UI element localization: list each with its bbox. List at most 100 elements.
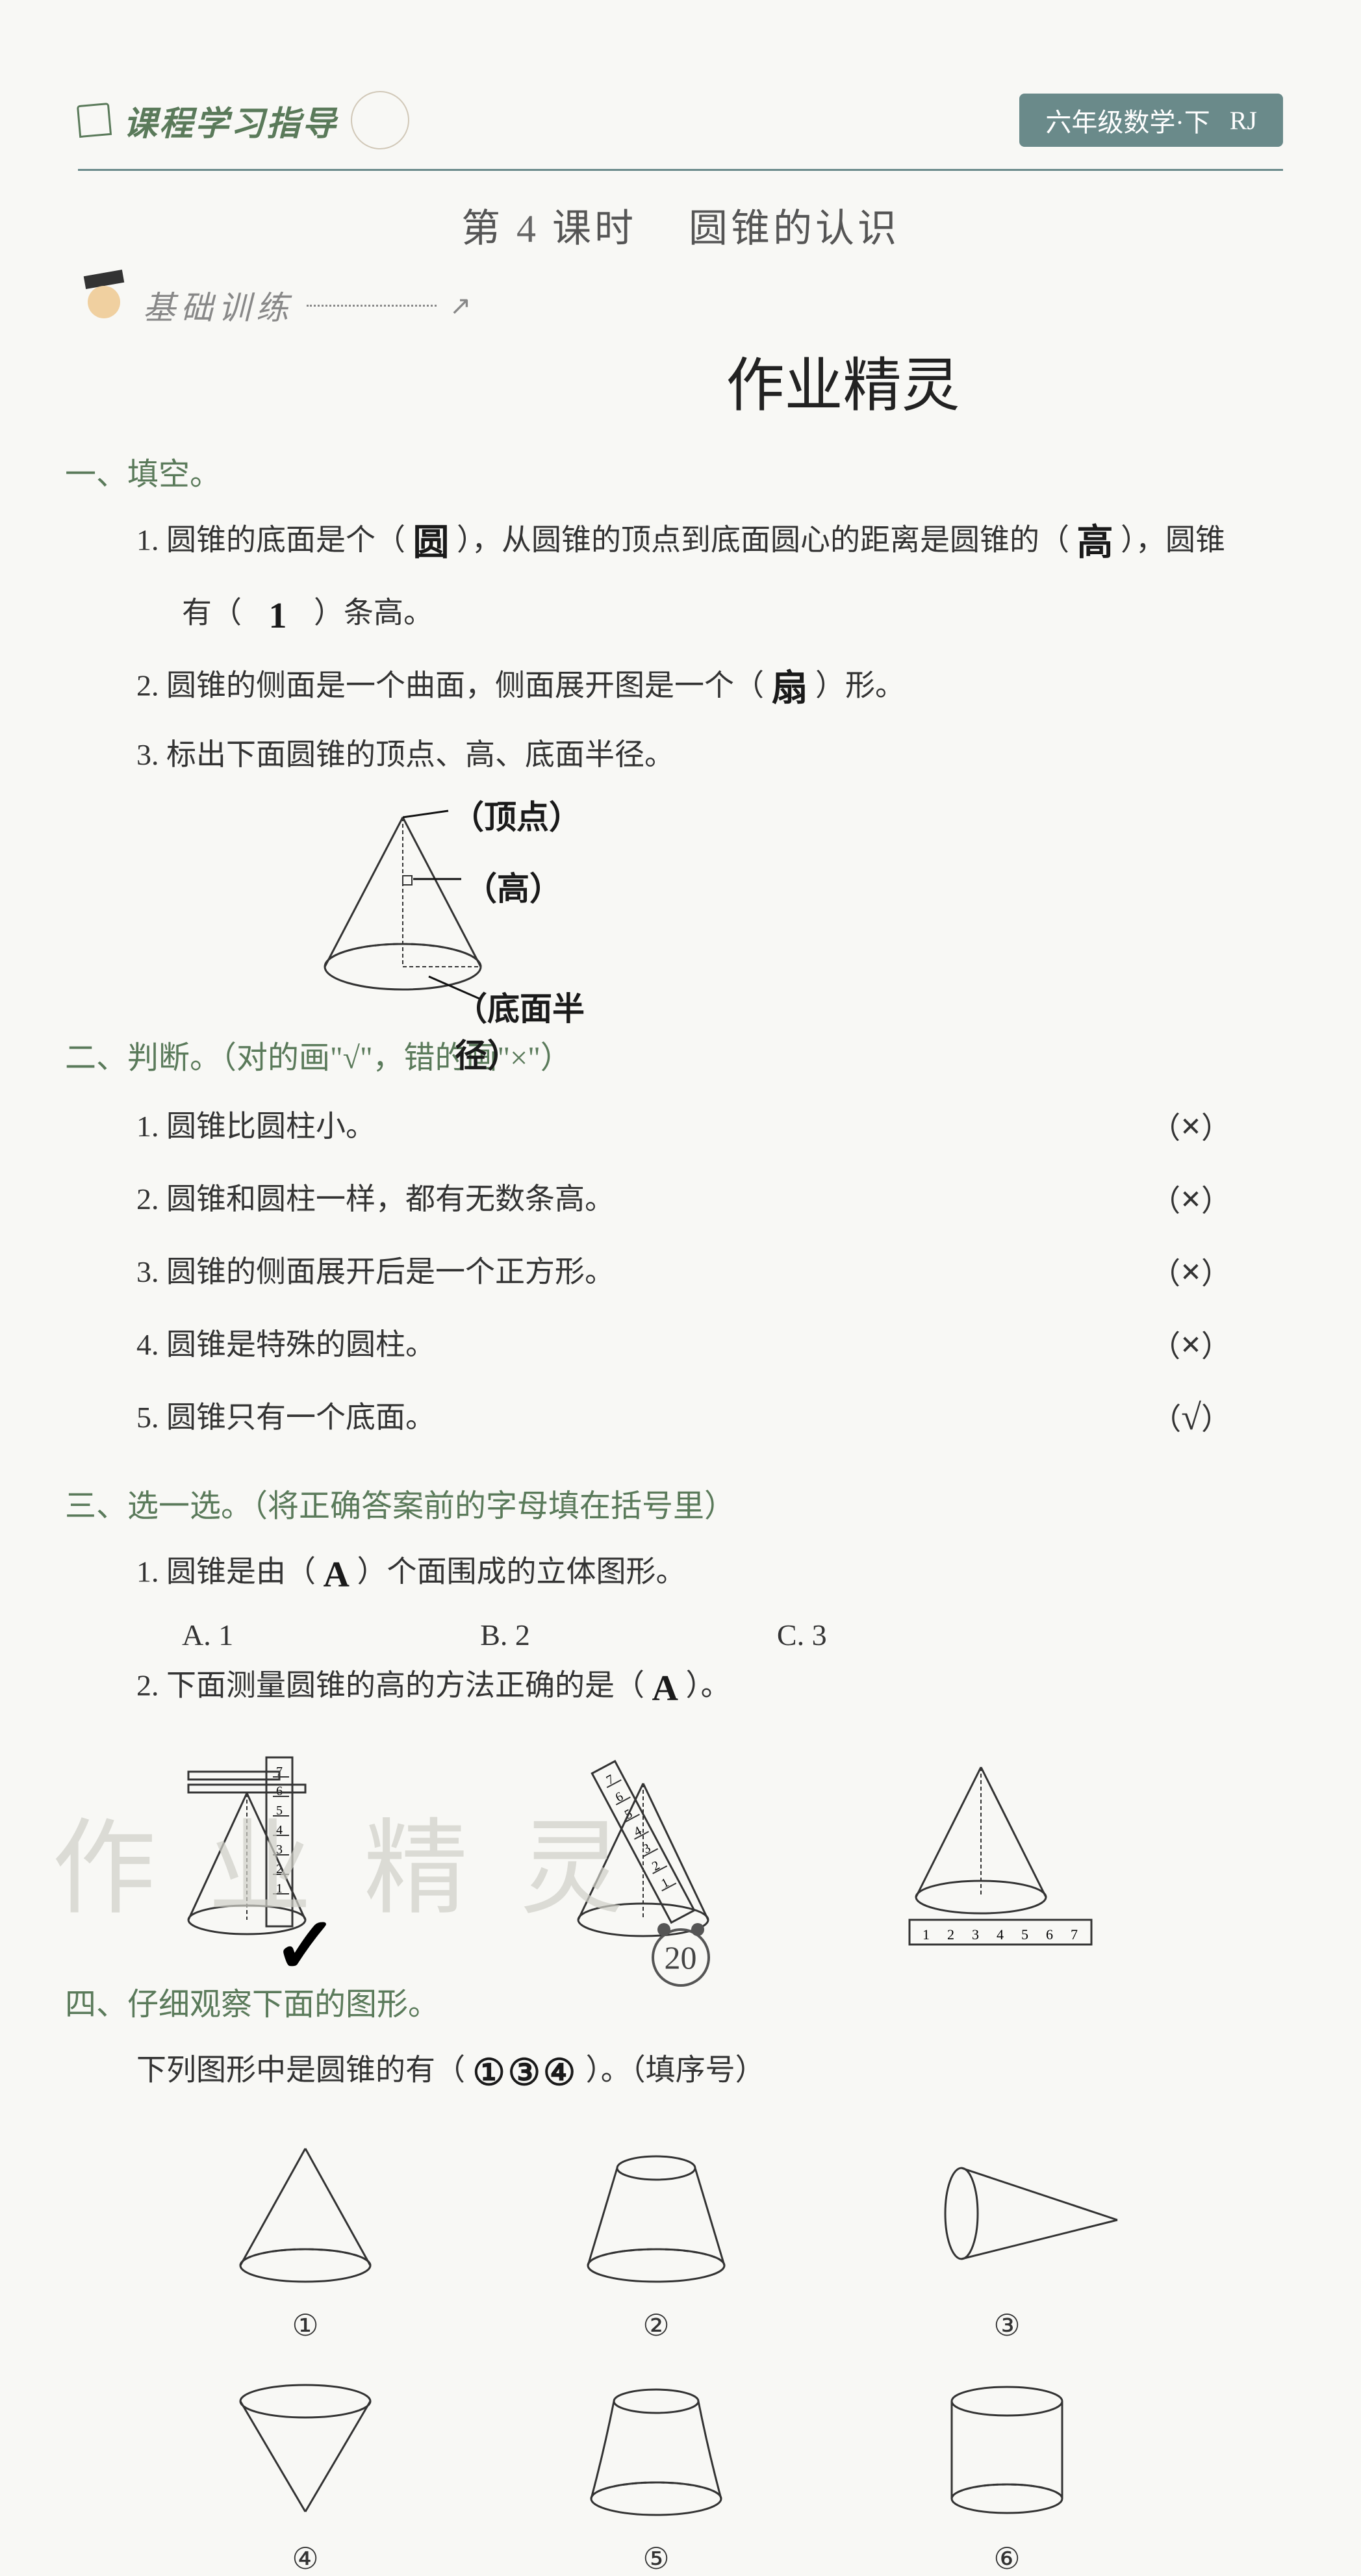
- lesson-unit: 课时: [552, 207, 637, 250]
- content-area: 一、填空。 1. 圆锥的底面是个（ 圆 ），从圆锥的顶点到底面圆心的距离是圆锥的…: [0, 448, 1361, 2576]
- svg-text:3: 3: [972, 1926, 979, 1943]
- lesson-title: 第 4 课时 圆锥的认识: [0, 197, 1361, 253]
- sec2-item-3: 3. 圆锥的侧面展开后是一个正方形。 （×）: [136, 1236, 1257, 1308]
- judge-ans-4: （×）: [1151, 1308, 1231, 1381]
- sec1-heading: 一、填空。: [65, 448, 1257, 494]
- q1-text5: ）条高。: [314, 596, 433, 630]
- label-5: ⑤: [572, 2541, 741, 2576]
- header-left: 课程学习指导: [78, 91, 409, 149]
- svg-text:2: 2: [650, 1858, 662, 1874]
- measure-a: 7 6 5 4 3 2 1 ✓: [182, 1744, 429, 1952]
- svg-text:3: 3: [276, 1843, 283, 1857]
- q3-2-text2: ）。: [685, 1669, 730, 1702]
- judge-text-5: 5. 圆锥只有一个底面。: [136, 1388, 435, 1447]
- judge-ans-5: （√）: [1151, 1381, 1231, 1454]
- sec3-heading: 三、选一选。（将正确答案前的字母填在括号里）: [65, 1480, 1257, 1525]
- svg-text:6: 6: [276, 1784, 283, 1798]
- svg-text:1: 1: [922, 1926, 930, 1943]
- shape-5: ⑤: [572, 2375, 741, 2576]
- label-3: ③: [922, 2308, 1091, 2343]
- sec2-item-5: 5. 圆锥只有一个底面。 （√）: [136, 1381, 1257, 1454]
- watermark-center: 作业精灵: [325, 338, 1361, 422]
- shape-1: ①: [221, 2142, 390, 2343]
- q2-text1: 2. 圆锥的侧面是一个曲面，侧面展开图是一个（: [136, 669, 764, 702]
- shape-4: ④: [221, 2375, 390, 2576]
- sec3-q1: 1. 圆锥是由（ A ）个面围成的立体图形。: [136, 1538, 1257, 1611]
- choice-b: B. 2: [480, 1618, 530, 1652]
- label-2: ②: [572, 2308, 741, 2343]
- measure-c: 12 3 4 5 6 7: [858, 1744, 1104, 1952]
- checkmark-icon: ✓: [273, 1901, 338, 1991]
- stamp-icon: [344, 84, 416, 156]
- q3-2-text1: 2. 下面测量圆锥的高的方法正确的是（: [136, 1669, 644, 1702]
- judge-ans-3: （×）: [1151, 1236, 1231, 1308]
- shape-6: ⑥: [922, 2375, 1091, 2576]
- q1-ans2: 高: [1077, 507, 1113, 580]
- svg-text:7: 7: [1071, 1926, 1078, 1943]
- basic-section-header: 基础训练 ↗: [78, 273, 1283, 338]
- judge-text-4: 4. 圆锥是特殊的圆柱。: [136, 1315, 435, 1375]
- measure-diagrams: 7 6 5 4 3 2 1 ✓ 7 6: [182, 1744, 1257, 1952]
- q1-text1: 1. 圆锥的底面是个（: [136, 524, 405, 557]
- page-header: 课程学习指导 六年级数学·下 RJ: [0, 0, 1361, 162]
- shape-2: ②: [572, 2142, 741, 2343]
- q1-text2: ），从圆锥的顶点到底面圆心的距离是圆锥的（: [457, 524, 1069, 557]
- q2-ans: 扇: [772, 652, 808, 725]
- svg-text:6: 6: [613, 1789, 626, 1805]
- header-title: 课程学习指导: [123, 96, 338, 145]
- svg-text:6: 6: [1046, 1926, 1053, 1943]
- shapes-row-1: ① ② ③: [221, 2142, 1257, 2343]
- label-6: ⑥: [922, 2541, 1091, 2576]
- label-1: ①: [221, 2308, 390, 2343]
- q1-ans3: 1: [249, 580, 307, 652]
- q3-1-ans: A: [324, 1538, 350, 1611]
- svg-text:4: 4: [631, 1824, 644, 1839]
- sec1-q3: 3. 标出下面圆锥的顶点、高、底面半径。: [136, 725, 1257, 785]
- sec4-ans: ①③④: [473, 2037, 579, 2110]
- shapes-row-2: ④ ⑤ ⑥: [221, 2375, 1257, 2576]
- q1-ans1: 圆: [413, 507, 450, 580]
- svg-text:5: 5: [1021, 1926, 1028, 1943]
- teacher-icon: [78, 273, 130, 338]
- sec2-heading: 二、判断。（对的画"√"，错的画"×"）: [65, 1032, 1257, 1077]
- svg-text:2: 2: [947, 1926, 954, 1943]
- choice-c: C. 3: [777, 1618, 827, 1652]
- svg-text:1: 1: [276, 1881, 283, 1896]
- lesson-prefix: 第: [461, 207, 503, 250]
- radius-label: （底面半径）: [455, 983, 624, 1077]
- judge-text-2: 2. 圆锥和圆柱一样，都有无数条高。: [136, 1169, 615, 1229]
- svg-text:4: 4: [276, 1823, 283, 1837]
- sec2-item-2: 2. 圆锥和圆柱一样，都有无数条高。 （×）: [136, 1163, 1257, 1236]
- svg-text:4: 4: [997, 1926, 1004, 1943]
- svg-text:1: 1: [659, 1876, 671, 1891]
- q1-text3: ），圆锥: [1121, 524, 1225, 557]
- sec4-text2: ）。（填序号）: [586, 2054, 765, 2087]
- q3-2-ans: A: [652, 1652, 678, 1725]
- judge-ans-2: （×）: [1151, 1163, 1231, 1236]
- cone-diagram: （顶点） （高） （底面半径）: [299, 798, 624, 1006]
- judge-text-3: 3. 圆锥的侧面展开后是一个正方形。: [136, 1242, 615, 1302]
- sec4-q: 下列图形中是圆锥的有（ ①③④ ）。（填序号）: [136, 2037, 1257, 2110]
- sec3-q1-choices: A. 1 B. 2 C. 3: [182, 1618, 1257, 1652]
- sec1-q1-line2: 有（ 1 ）条高。: [182, 580, 1257, 652]
- lesson-number: 4: [516, 207, 539, 250]
- sec1-q2: 2. 圆锥的侧面是一个曲面，侧面展开图是一个（ 扇 ）形。: [136, 652, 1257, 725]
- svg-text:7: 7: [604, 1772, 617, 1788]
- choice-a: A. 1: [182, 1618, 233, 1652]
- q3-1-text1: 1. 圆锥是由（: [136, 1555, 316, 1588]
- judge-ans-1: （×）: [1151, 1090, 1231, 1163]
- judge-text-1: 1. 圆锥比圆柱小。: [136, 1097, 375, 1156]
- shape-3: ③: [922, 2142, 1091, 2343]
- lesson-name: 圆锥的认识: [689, 207, 900, 250]
- apex-label: （顶点）: [452, 791, 581, 838]
- q1-text4: 有（: [182, 596, 242, 630]
- sec2-item-4: 4. 圆锥是特殊的圆柱。 （×）: [136, 1308, 1257, 1381]
- q2-text2: ）形。: [815, 669, 905, 702]
- book-icon: [77, 103, 112, 138]
- height-label: （高）: [464, 863, 562, 910]
- header-divider: [78, 169, 1283, 171]
- basic-label: 基础训练: [143, 282, 294, 329]
- edition-text: RJ: [1230, 105, 1257, 136]
- measure-b: 7 6 5 4 3 2 1: [520, 1744, 767, 1952]
- svg-text:3: 3: [641, 1841, 653, 1857]
